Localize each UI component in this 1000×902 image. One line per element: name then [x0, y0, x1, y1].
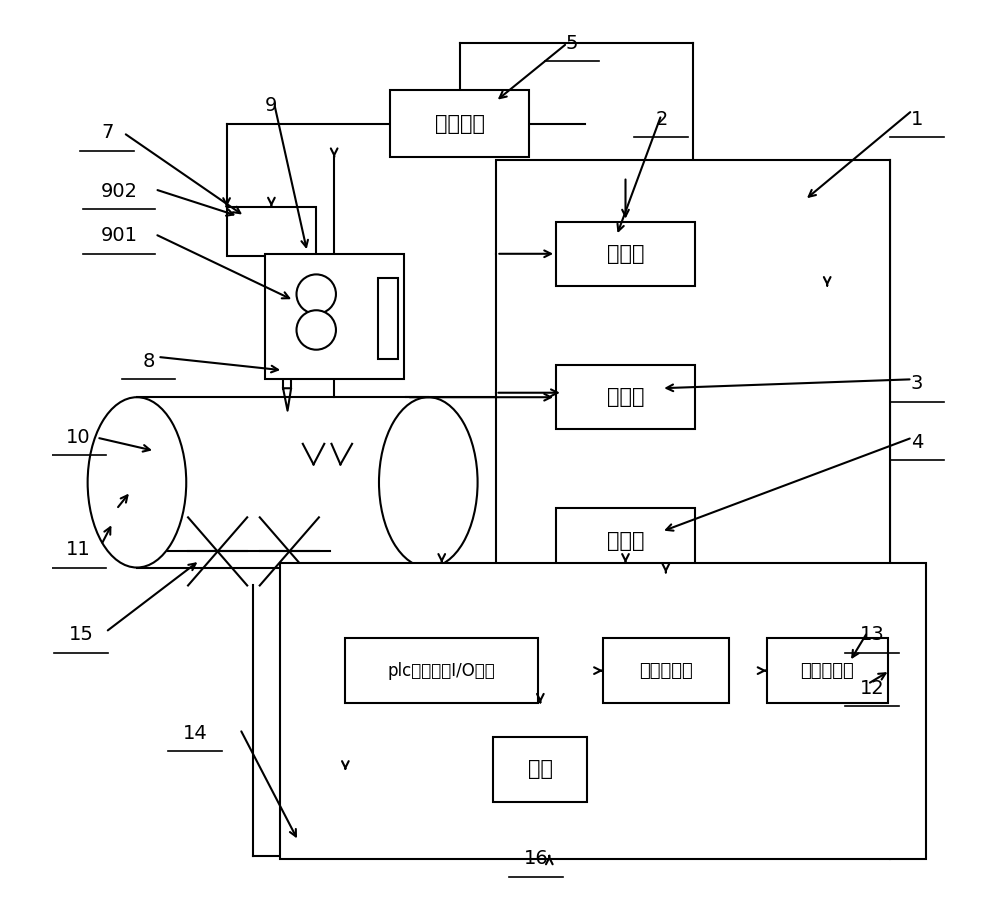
Text: 3: 3 — [911, 374, 923, 393]
Bar — [767, 639, 888, 703]
Text: 10: 10 — [66, 428, 91, 447]
Circle shape — [297, 310, 336, 350]
Text: 焉机控制板: 焉机控制板 — [639, 662, 693, 679]
Bar — [556, 365, 695, 429]
Text: 902: 902 — [101, 181, 138, 200]
Text: 输送变频器: 输送变频器 — [800, 662, 854, 679]
Text: 信号卡: 信号卡 — [607, 530, 644, 550]
Text: 12: 12 — [860, 679, 884, 698]
Text: 14: 14 — [183, 724, 208, 743]
Bar — [556, 509, 695, 573]
Bar — [137, 397, 428, 567]
Bar — [378, 278, 398, 359]
Text: plc故障反馈I/O模块: plc故障反馈I/O模块 — [388, 662, 496, 679]
Text: 1: 1 — [911, 110, 923, 129]
Text: 2: 2 — [655, 110, 668, 129]
Bar — [603, 639, 729, 703]
Text: 9: 9 — [265, 97, 278, 115]
Text: 15: 15 — [69, 625, 94, 644]
Text: 焉机: 焉机 — [528, 759, 553, 779]
Bar — [556, 222, 695, 286]
Text: 16: 16 — [523, 850, 548, 869]
Ellipse shape — [379, 397, 478, 567]
Ellipse shape — [88, 397, 186, 567]
Bar — [280, 563, 926, 859]
Text: 8: 8 — [142, 352, 155, 371]
Text: 7: 7 — [101, 124, 114, 143]
Bar — [390, 90, 529, 158]
Bar — [345, 639, 538, 703]
Bar — [496, 160, 890, 626]
Bar — [265, 253, 404, 379]
Text: 13: 13 — [860, 625, 884, 644]
Text: 11: 11 — [66, 540, 91, 559]
Text: 4: 4 — [911, 433, 923, 452]
Text: 5: 5 — [565, 33, 578, 52]
Text: 采集卡: 采集卡 — [607, 387, 644, 407]
Bar — [493, 737, 587, 802]
Circle shape — [297, 274, 336, 314]
Text: 驱动卡: 驱动卡 — [607, 244, 644, 263]
Text: 901: 901 — [101, 226, 138, 245]
Bar — [227, 207, 316, 256]
Text: 驱动机构: 驱动机构 — [435, 114, 485, 133]
